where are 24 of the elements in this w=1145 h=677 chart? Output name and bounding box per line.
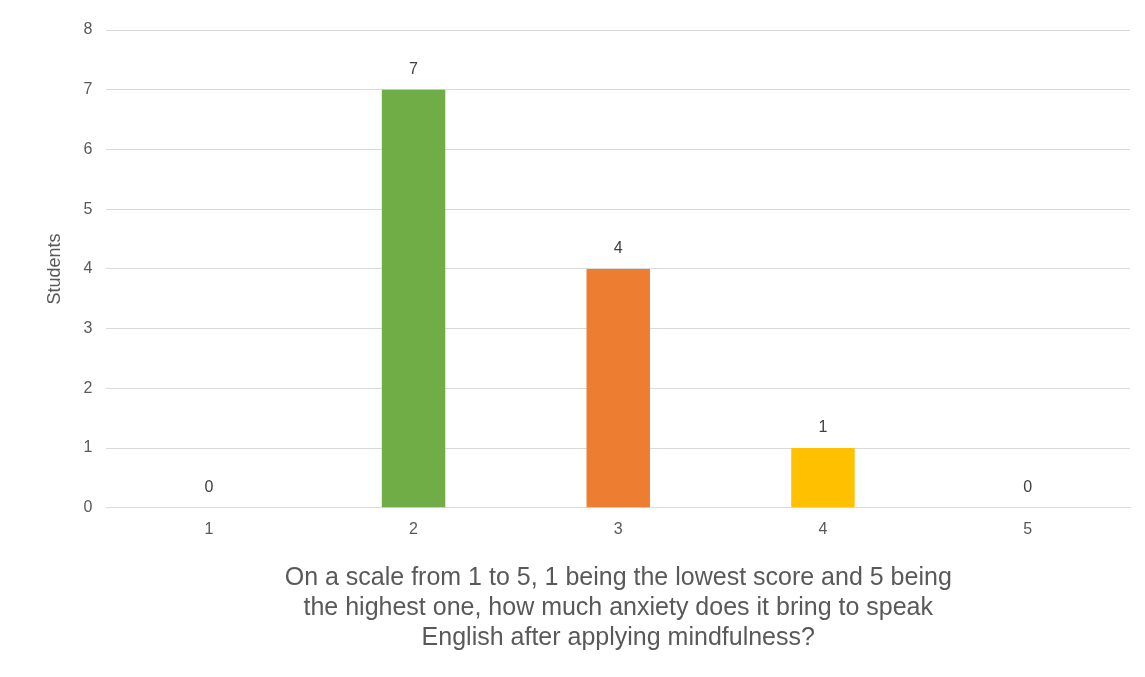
x-tick-label: 3 bbox=[613, 519, 623, 537]
bar bbox=[586, 268, 650, 508]
bar bbox=[791, 448, 855, 508]
y-tick-label: 3 bbox=[83, 319, 93, 337]
y-axis-title: Students bbox=[43, 233, 64, 305]
y-tick-label: 0 bbox=[83, 498, 93, 516]
bar bbox=[381, 89, 446, 508]
y-tick-label: 8 bbox=[83, 20, 93, 38]
y-tick-label: 7 bbox=[83, 80, 93, 98]
x-tick-label: 2 bbox=[409, 519, 419, 537]
data-label: 4 bbox=[613, 239, 623, 257]
data-label: 7 bbox=[409, 60, 419, 78]
y-tick-label: 1 bbox=[83, 438, 93, 456]
data-label: 1 bbox=[818, 418, 828, 436]
data-label: 0 bbox=[204, 478, 214, 496]
data-label: 0 bbox=[1023, 478, 1033, 496]
y-tick-label: 2 bbox=[83, 378, 93, 396]
y-tick-label: 6 bbox=[83, 139, 93, 157]
y-tick-label: 5 bbox=[83, 199, 93, 217]
x-tick-label: 5 bbox=[1023, 519, 1033, 537]
x-tick-label: 1 bbox=[204, 519, 214, 537]
y-tick-label: 4 bbox=[83, 259, 93, 277]
x-axis-title: On a scale from 1 to 5, 1 being the lowest score and 5 being the highest one, how much anxiety does it bring to speak English after applying mindfulness? bbox=[284, 561, 952, 650]
x-tick-label: 4 bbox=[818, 519, 828, 537]
